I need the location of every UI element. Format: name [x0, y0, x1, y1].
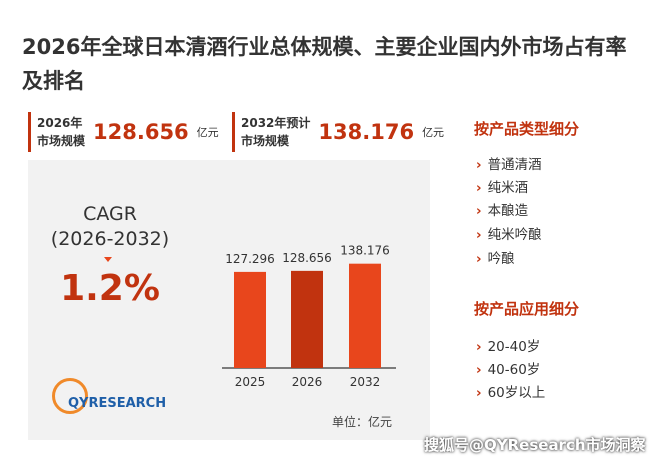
sidebar-item: 纯米酒: [476, 176, 529, 196]
sidebar-item: 60岁以上: [476, 381, 546, 401]
value-label: 138.176: [340, 244, 390, 258]
sidebar-title: 按产品应用细分: [474, 300, 580, 318]
bar: [291, 270, 323, 368]
sidebar-item: 20-40岁: [476, 335, 541, 355]
watermark: 搜狐号@QYResearch市场洞察: [424, 436, 646, 454]
sidebar-item: 普通清酒: [476, 153, 542, 173]
sidebar-title: 按产品类型细分: [474, 120, 580, 138]
x-tick-label: 2032: [350, 375, 381, 389]
sidebar-item: 本酿造: [476, 199, 529, 219]
value-label: 128.656: [282, 251, 332, 265]
sidebar-item: 40-60岁: [476, 358, 541, 378]
x-tick-label: 2026: [292, 375, 323, 389]
stat-unit: 亿元: [422, 126, 445, 139]
bar: [234, 271, 266, 368]
stat-label: 2026年市场规模: [37, 114, 85, 150]
stat-value: 128.656: [93, 120, 189, 144]
sidebar-item: 吟酿: [476, 247, 515, 267]
stat-value: 138.176: [318, 120, 415, 144]
value-label: 127.296: [225, 252, 275, 266]
stat-label-line: 2026年: [37, 116, 83, 130]
logo-icon: [52, 378, 88, 414]
cagr-arrow: [104, 257, 112, 262]
stat-label-line: 市场规模: [37, 134, 86, 148]
sidebar-item: 纯米吟酿: [476, 223, 542, 243]
cagr-period: (2026-2032): [50, 228, 170, 250]
stat-box: 2032年预计 市场规模 138.176 亿元: [232, 112, 444, 152]
bar: [349, 263, 381, 368]
logo-text: QYRESEARCH: [68, 396, 167, 411]
cagr-label: CAGR: [83, 203, 137, 225]
cagr-value: 1.2%: [60, 268, 160, 309]
x-tick-label: 2025: [235, 375, 266, 389]
stat-label: 2032年预计 市场规模: [241, 114, 310, 150]
stat-label-line: 2032年预计: [241, 116, 311, 130]
stat-box: 2026年市场规模 128.656 亿元: [28, 112, 219, 152]
stat-unit: 亿元: [196, 126, 219, 139]
stat-label-line: 市场规模: [241, 134, 290, 148]
unit-label: 单位：亿元: [332, 414, 392, 429]
title: 2026年全球日本清酒行业总体规模、主要企业国内外市场占有率及排名: [22, 35, 627, 93]
